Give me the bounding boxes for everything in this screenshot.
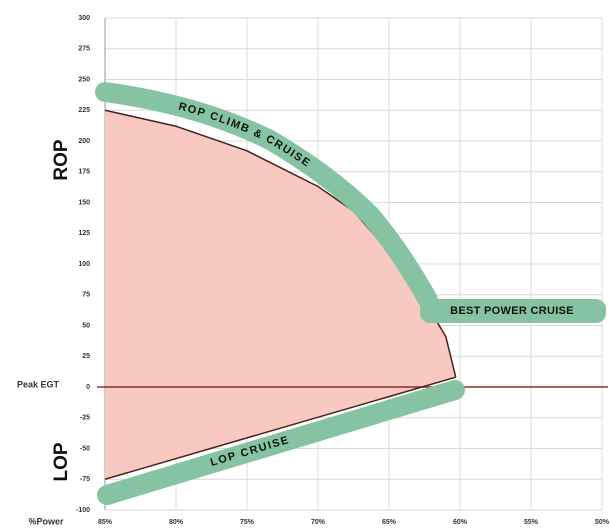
y-tick-label: 50	[82, 322, 90, 329]
y-tick-label: -50	[80, 445, 90, 452]
x-axis-label: %Power	[28, 516, 64, 526]
y-tick-label: 200	[78, 138, 90, 145]
x-tick-label: 65%	[382, 519, 397, 526]
best-power-label: BEST POWER CRUISE	[450, 305, 574, 317]
best-power-band	[420, 299, 606, 323]
y-tick-label: 125	[78, 230, 90, 237]
y-tick-label: -100	[76, 507, 90, 514]
y-tick-label: 75	[82, 292, 90, 299]
x-tick-label: 85%	[98, 519, 113, 526]
peak-egt-label: Peak EGT	[17, 379, 60, 389]
y-tick-label: 175	[78, 169, 90, 176]
rop-label: ROP	[51, 139, 72, 181]
y-tick-label: -75	[80, 476, 90, 483]
y-tick-label: 25	[82, 353, 90, 360]
x-tick-label: 60%	[453, 519, 468, 526]
rop-band	[95, 82, 438, 310]
x-tick-label: 70%	[311, 519, 326, 526]
lop-label: LOP	[51, 442, 72, 481]
region-fill	[105, 110, 456, 480]
lower-boundary	[104, 376, 456, 480]
lop-band	[97, 380, 465, 505]
x-tick-label: 50%	[595, 519, 610, 526]
y-tick-label: 225	[78, 107, 90, 114]
y-tick-label: 250	[78, 76, 90, 83]
x-tick-label: 75%	[240, 519, 255, 526]
y-tick-label: 275	[78, 46, 90, 53]
y-tick-label: 0	[86, 384, 90, 391]
y-tick-label: 300	[78, 15, 90, 22]
y-tick-label: 100	[78, 261, 90, 268]
y-tick-label: -25	[80, 415, 90, 422]
x-tick-label: 55%	[524, 519, 539, 526]
x-tick-label: 80%	[169, 519, 184, 526]
y-tick-label: 150	[78, 199, 90, 206]
